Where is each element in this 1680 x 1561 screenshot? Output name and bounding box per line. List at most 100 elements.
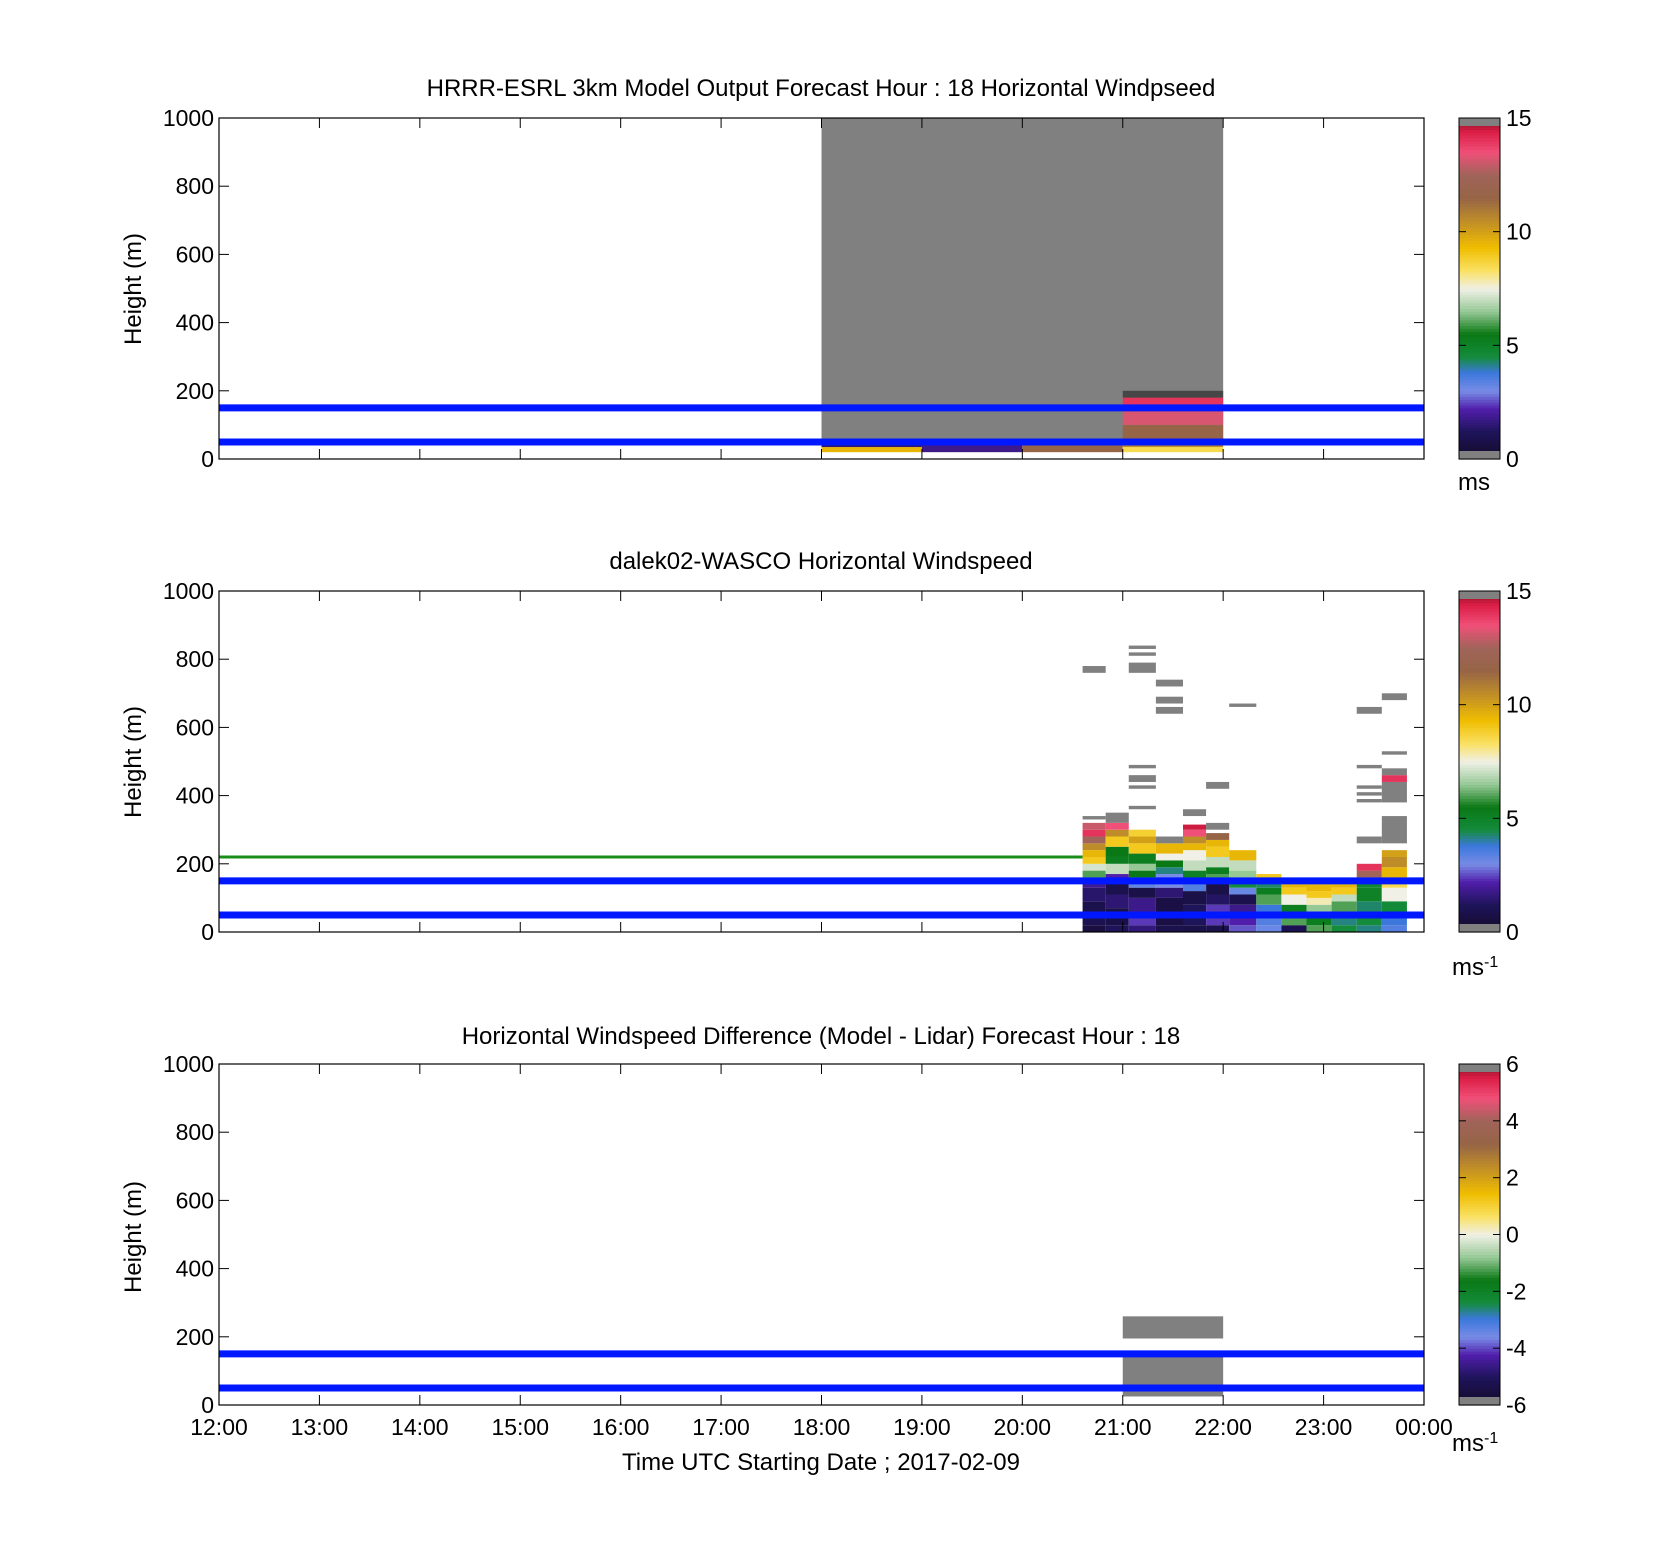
colorbar-segment [1459, 1305, 1500, 1309]
colorbar-segment [1459, 826, 1500, 831]
colorbar-segment [1459, 385, 1500, 389]
heatmap-cell [1105, 925, 1129, 932]
colorbar-segment [1459, 154, 1500, 159]
colorbar-segment [1459, 1137, 1500, 1142]
colorbar-segment [1459, 835, 1500, 839]
heatmap-cell [1128, 775, 1156, 782]
colorbar-segment [1459, 393, 1500, 398]
colorbar-segment [1459, 730, 1500, 734]
colorbar-segment [1459, 1089, 1500, 1094]
colorbar-segment [1459, 140, 1500, 145]
colorbar-segment [1459, 750, 1500, 754]
colorbar-segment [1459, 1373, 1500, 1378]
colorbar-tick-label: 2 [1506, 1165, 1519, 1191]
colorbar-tick-label: 10 [1506, 692, 1532, 718]
colorbar-segment [1459, 1376, 1500, 1381]
heatmap-cell [1229, 925, 1257, 932]
heatmap-cell [1155, 853, 1183, 861]
heatmap-cell [1105, 856, 1129, 864]
colorbar-segment [1459, 924, 1500, 932]
colorbar-segment [1459, 1328, 1500, 1332]
colorbar-segment [1459, 160, 1500, 165]
colorbar-segment [1459, 778, 1500, 782]
colorbar-segment [1459, 365, 1500, 369]
colorbar-segment [1459, 770, 1500, 774]
heatmap-cell [1082, 850, 1106, 857]
colorbar-segment [1459, 240, 1500, 244]
colorbar-segment [1459, 1282, 1500, 1287]
colorbar-segment [1459, 260, 1500, 264]
colorbar-segment [1459, 610, 1500, 615]
colorbar-segment [1459, 1115, 1500, 1119]
colorbar-segment [1459, 704, 1500, 709]
colorbar-segment [1459, 608, 1500, 612]
heatmap-cell [1229, 850, 1257, 861]
colorbar-segment [1459, 342, 1500, 346]
heatmap-cell [1082, 843, 1106, 851]
colorbar-tick-label: 4 [1506, 1108, 1519, 1134]
heatmap-cell [1155, 843, 1183, 854]
colorbar-segment [1459, 1163, 1500, 1167]
heatmap-cell [1356, 863, 1382, 871]
colorbar-segment [1459, 591, 1500, 599]
heatmap-cell [1082, 816, 1106, 820]
heatmap-cell [1155, 867, 1183, 875]
panel-title: dalek02-WASCO Horizontal Windspeed [609, 548, 1032, 575]
colorbar-segment [1459, 599, 1500, 603]
colorbar-segment [1459, 1237, 1500, 1241]
colorbar-segment [1459, 795, 1500, 800]
colorbar-segment [1459, 698, 1500, 703]
colorbar-tick-label: 6 [1506, 1051, 1519, 1077]
heatmap-cell [1206, 846, 1230, 857]
colorbar-segment [1459, 322, 1500, 327]
heatmap-cell [1356, 901, 1382, 912]
x-tick-label: 22:00 [1194, 1414, 1252, 1440]
colorbar-segment [1459, 906, 1500, 910]
heatmap-cell [1381, 751, 1407, 755]
colorbar-frame [1458, 117, 1501, 460]
colorbar-segment [1459, 886, 1500, 890]
colorbar-segment [1459, 441, 1500, 446]
colorbar-segment [1459, 636, 1500, 640]
colorbar-tick-label: 0 [1506, 446, 1519, 472]
colorbar-segment [1459, 177, 1500, 182]
panel-lidar: dalek02-WASCO Horizontal Windspeed Heigh… [120, 548, 1532, 981]
colorbar-segment [1459, 157, 1500, 162]
colorbar-segment [1459, 798, 1500, 802]
heatmap-cell [1155, 679, 1183, 687]
heatmap-cell [1356, 764, 1382, 769]
y-tick-label: 800 [176, 646, 214, 672]
colorbar-segment [1459, 1194, 1500, 1199]
colorbar-segment [1459, 1223, 1500, 1227]
colorbar-segment [1459, 673, 1500, 677]
colorbar-segment [1459, 211, 1500, 216]
heatmap-cell [1356, 925, 1382, 932]
colorbar-segment [1459, 812, 1500, 817]
colorbar-segment [1459, 427, 1500, 432]
colorbar-unit: ms-1 [1452, 954, 1498, 982]
colorbar-segment [1459, 135, 1500, 139]
y-tick-label: 600 [176, 714, 214, 740]
colorbar-segment [1459, 129, 1500, 133]
colorbar-segment [1459, 251, 1500, 255]
heatmap-cell [1155, 836, 1183, 844]
colorbar-segment [1459, 821, 1500, 825]
x-tick-label: 17:00 [692, 1414, 750, 1440]
y-axis-label: Height (m) [120, 233, 147, 345]
heatmap-cell [1256, 914, 1282, 926]
colorbar-segment [1459, 1208, 1500, 1213]
colorbar-segment [1459, 353, 1500, 358]
colorbar-segment [1459, 1356, 1500, 1361]
colorbar-segment [1459, 379, 1500, 383]
heatmap-cell [1206, 867, 1230, 875]
colorbar-segment [1459, 1299, 1500, 1304]
colorbar-segment [1459, 1228, 1500, 1233]
x-axis-label: Time UTC Starting Date ; 2017-02-09 [622, 1449, 1020, 1476]
colorbar-segment [1459, 892, 1500, 896]
colorbar-segment [1459, 721, 1500, 726]
colorbar-segment [1459, 433, 1500, 437]
heatmap-cell [1281, 914, 1307, 926]
colorbar-segment [1459, 792, 1500, 797]
colorbar-segment [1459, 331, 1500, 335]
heatmap-cell [1155, 860, 1183, 868]
